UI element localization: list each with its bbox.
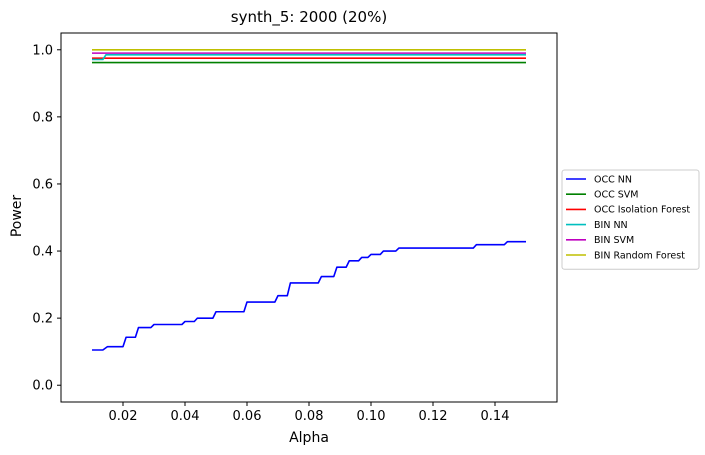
legend-label-bin-random-forest: BIN Random Forest — [594, 250, 685, 261]
x-tick-label: 0.10 — [357, 409, 386, 424]
y-tick-label: 0.4 — [32, 245, 53, 260]
legend-label-occ-isolation-forest: OCC Isolation Forest — [594, 205, 690, 216]
legend-label-occ-nn: OCC NN — [594, 174, 632, 185]
x-tick-label: 0.04 — [171, 409, 200, 424]
legend-label-bin-nn: BIN NN — [594, 220, 628, 231]
y-tick-label: 0.0 — [32, 379, 53, 394]
x-tick-label: 0.08 — [295, 409, 324, 424]
legend-box — [561, 169, 700, 270]
x-tick-label: 0.14 — [481, 409, 510, 424]
y-tick-label: 0.8 — [32, 110, 53, 125]
legend-label-bin-svm: BIN SVM — [594, 235, 634, 246]
x-tick-label: 0.12 — [419, 409, 448, 424]
y-tick-label: 1.0 — [32, 43, 53, 58]
y-tick-label: 0.2 — [32, 312, 53, 327]
x-tick-label: 0.02 — [109, 409, 138, 424]
chart-title: synth_5: 2000 (20%) — [231, 8, 387, 27]
plot-frame — [60, 32, 558, 403]
series-line-occ-nn — [92, 240, 526, 351]
x-axis-ticks: 0.02 0.04 0.06 0.08 0.10 0.12 0.14 — [109, 402, 510, 424]
legend-label-occ-svm: OCC SVM — [594, 190, 639, 201]
y-axis-ticks: 0.0 0.2 0.4 0.6 0.8 1.0 — [32, 43, 61, 394]
x-axis-label: Alpha — [289, 430, 329, 446]
series-line-bin-nn — [92, 53, 526, 61]
x-tick-label: 0.06 — [233, 409, 262, 424]
y-axis-label: Power — [9, 195, 25, 238]
series-layer — [92, 48, 526, 351]
legend: OCC NN OCC SVM OCC Isolation Forest BIN NN B… — [561, 169, 700, 270]
y-tick-label: 0.6 — [32, 177, 53, 192]
